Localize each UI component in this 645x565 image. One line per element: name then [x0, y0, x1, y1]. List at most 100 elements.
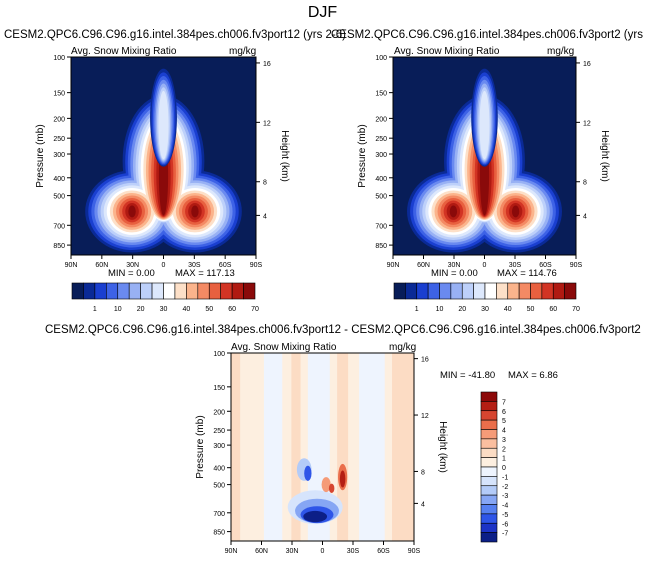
colorbar3-label: -6: [502, 521, 508, 528]
panel2-xtick-label: 90N: [387, 262, 400, 269]
colorbar1-label: 1: [93, 306, 97, 313]
colorbar2-label: 60: [549, 306, 557, 313]
colorbar1-cell: [140, 282, 153, 300]
panel3-blob: [328, 483, 335, 494]
panel2-min-label: MIN = 0.00: [431, 268, 478, 279]
panel1-ytick-right-label: 4: [263, 213, 267, 220]
panel2-ytick-label: 700: [375, 223, 387, 230]
colorbar3-label: -3: [502, 493, 508, 500]
colorbar3-cell: [480, 476, 498, 487]
colorbar1-label: 40: [182, 306, 190, 313]
colorbar1-cell: [151, 282, 164, 300]
colorbar1-cell: [117, 282, 130, 300]
colorbar1-label: 30: [160, 306, 168, 313]
panel3-units-label: mg/kg: [389, 342, 417, 353]
colorbar3-cell: [480, 429, 498, 440]
panel3-xtick-label: 30S: [347, 548, 360, 555]
colorbar3-cell: [480, 457, 498, 468]
colorbar3-cell: [480, 513, 498, 524]
panel3-band: [231, 353, 241, 541]
panel2-title: CESM2.QPC6.C96.C96.g16.intel.384pes.ch00…: [331, 29, 645, 41]
panel2-xtick-label: 60N: [417, 262, 430, 269]
panel2-xtick-label: 30S: [509, 262, 522, 269]
colorbar1-cell: [231, 282, 244, 300]
panel2-xtick-label: 90S: [570, 262, 583, 269]
panel3-xtick-label: 0: [321, 548, 325, 555]
panel3-min-label: MIN = -41.80: [440, 370, 496, 381]
colorbar2-cell: [541, 282, 554, 300]
panel1-ylabel: Pressure (mb): [35, 124, 46, 187]
panel1-xtick-label: 0: [162, 262, 166, 269]
panel3-ytick-label: 250: [213, 428, 225, 435]
panel2-ytick-right-label: 16: [583, 61, 591, 68]
panel1-ytick-label: 100: [53, 55, 65, 62]
panel1-ytick-label: 500: [53, 194, 65, 201]
colorbar2-cell: [405, 282, 418, 300]
colorbar3-cell: [480, 419, 498, 430]
colorbar2-cell: [507, 282, 520, 300]
panel1-ytick-right-label: 8: [263, 180, 267, 187]
panel3-ytick-right-label: 12: [421, 413, 429, 420]
panel2-ytick-right-label: 12: [583, 120, 591, 127]
panel1-units-label: mg/kg: [229, 46, 257, 57]
panel3-ytick-right-label: 4: [421, 501, 425, 508]
colorbar3-cell: [480, 532, 498, 543]
panel1-ytick-right-label: 12: [263, 120, 271, 127]
colorbar3-cell: [480, 410, 498, 421]
panel2-ytick-label: 400: [375, 176, 387, 183]
panel3-ytick-right-label: 8: [421, 469, 425, 476]
panel1-ytick-label: 850: [53, 243, 65, 250]
colorbar3-cell: [480, 522, 498, 533]
panel3-ylabel-right: Height (km): [437, 421, 448, 473]
colorbar3-label: 0: [502, 465, 506, 472]
colorbar1-cell: [71, 282, 84, 300]
colorbar1-label: 70: [251, 306, 259, 313]
panel2-xtick-label: 0: [483, 262, 487, 269]
panel3-blob: [339, 470, 346, 488]
colorbar1-cell: [128, 282, 141, 300]
panel3-xtick-label: 60S: [377, 548, 390, 555]
panel1-xtick-label: 60S: [219, 262, 232, 269]
panel1-variable-label: Avg. Snow Mixing Ratio: [71, 46, 177, 57]
colorbar2-cell: [393, 282, 406, 300]
colorbar2-cell: [552, 282, 565, 300]
panel2-variable-label: Avg. Snow Mixing Ratio: [394, 46, 500, 57]
colorbar3-cell: [480, 485, 498, 496]
panel3-ytick-label: 850: [213, 530, 225, 537]
panel3-xtick-label: 90N: [225, 548, 238, 555]
panel2-ytick-label: 200: [375, 116, 387, 123]
colorbar3-label: 1: [502, 456, 506, 463]
panel3-ytick-label: 100: [213, 351, 225, 358]
panel3-xtick-label: 60N: [255, 548, 268, 555]
panel1-xtick-label: 90N: [65, 262, 78, 269]
colorbar3-cell: [480, 391, 498, 402]
panel2-ytick-label: 850: [375, 243, 387, 250]
panel3-xtick-label: 30N: [286, 548, 299, 555]
panel1-xtick-label: 30S: [188, 262, 201, 269]
colorbar2-label: 30: [481, 306, 489, 313]
panel1-xtick-label: 90S: [250, 262, 263, 269]
colorbar1-label: 10: [114, 306, 122, 313]
colorbar3-label: 7: [502, 399, 506, 406]
colorbar2-label: 70: [572, 306, 580, 313]
colorbar3-label: 6: [502, 409, 506, 416]
colorbar1-cell: [186, 282, 199, 300]
colorbar3-label: -5: [502, 512, 508, 519]
panel3-blob: [304, 465, 312, 481]
panel3-band: [392, 353, 414, 541]
colorbar3-label: 5: [502, 418, 506, 425]
panel2-xtick-label: 60S: [539, 262, 552, 269]
colorbar1-cell: [220, 282, 233, 300]
panel3-field: [231, 353, 414, 541]
colorbar2-cell: [450, 282, 463, 300]
panel1-ytick-label: 300: [53, 152, 65, 159]
panel1-min-label: MIN = 0.00: [108, 268, 155, 279]
panel1-ytick-label: 400: [53, 176, 65, 183]
colorbar1-label: 20: [137, 306, 145, 313]
colorbar1-label: 60: [228, 306, 236, 313]
panel2-ytick-label: 250: [375, 136, 387, 143]
colorbar3-label: 4: [502, 428, 506, 435]
colorbar1-cell: [174, 282, 187, 300]
colorbar3-label: -4: [502, 503, 508, 510]
